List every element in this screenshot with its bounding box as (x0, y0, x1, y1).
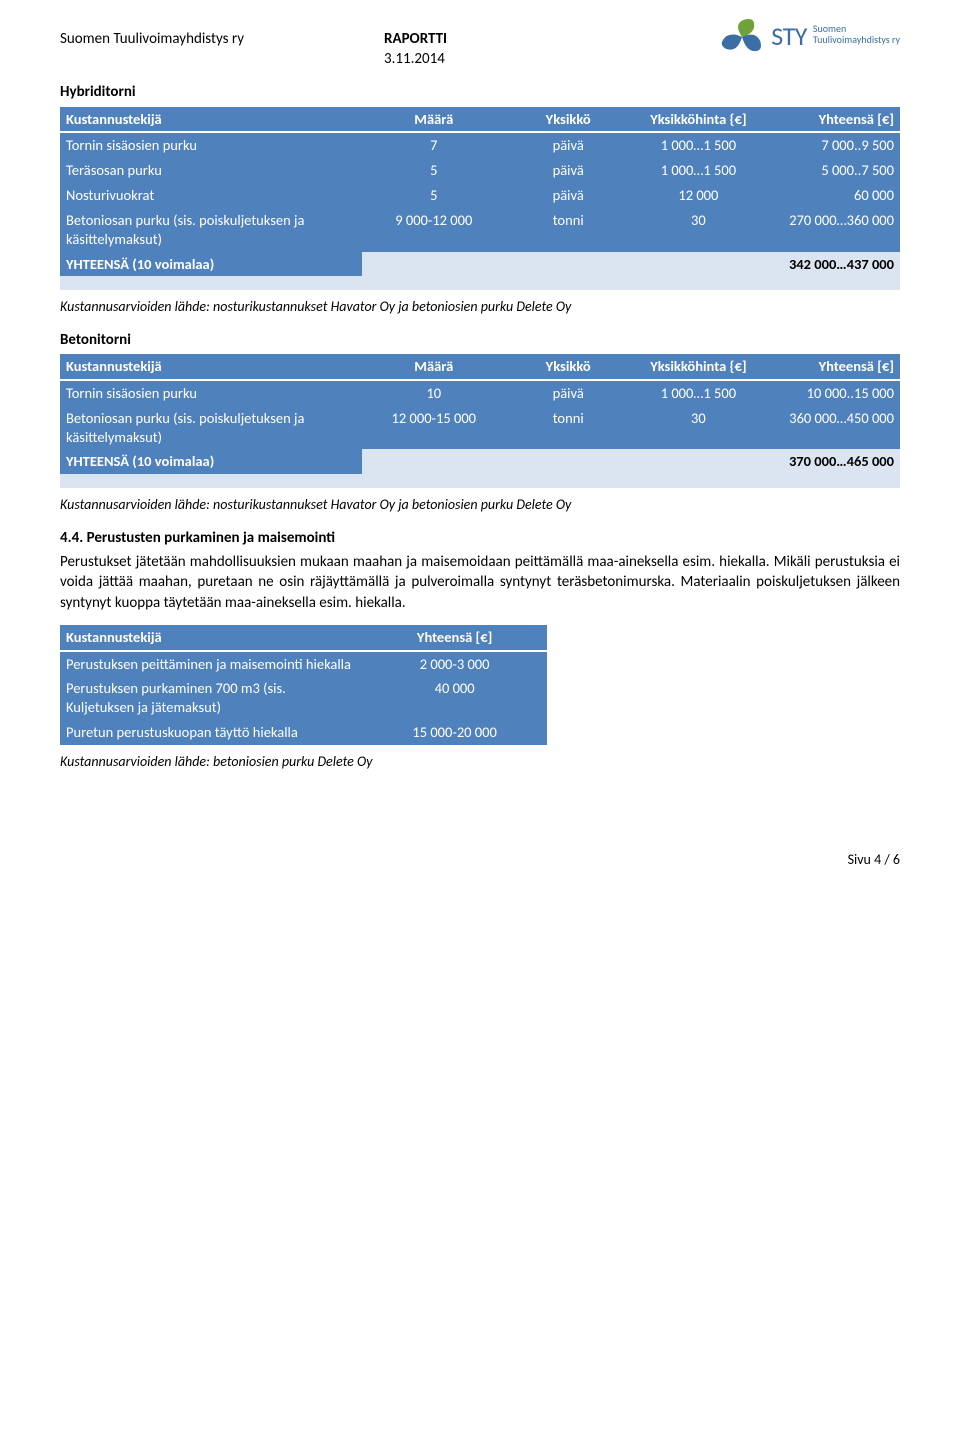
cell-unit: päivä (505, 380, 631, 406)
table-row: Tornin sisäosien purku 10 päivä 1 000…1 … (60, 380, 900, 406)
logo-swirl-icon (719, 14, 765, 60)
logo-text: STY Suomen Tuulivoimayhdistys ry (771, 20, 900, 54)
logo-sub-text: Suomen Tuulivoimayhdistys ry (813, 24, 900, 45)
table-row: Teräsosan purku 5 päivä 1 000…1 500 5 00… (60, 158, 900, 183)
total-row: YHTEENSÄ (10 voimalaa) 342 000…437 000 (60, 252, 900, 277)
cell-amount: 5 (362, 158, 505, 183)
cell-unit: tonni (505, 208, 631, 252)
hybriditorni-source: Kustannusarvioiden lähde: nosturikustann… (60, 298, 900, 316)
cell-uprice: 30 (631, 406, 765, 450)
report-title: RAPORTTI (384, 30, 447, 50)
hybriditorni-table: Kustannustekijä Määrä Yksikkö Yksikköhin… (60, 107, 900, 291)
cell-label: Betoniosan purku (sis. poiskuljetuksen j… (60, 208, 362, 252)
cell-total: 5 000..7 500 (766, 158, 900, 183)
cell-total: 10 000..15 000 (766, 380, 900, 406)
org-name: Suomen Tuulivoimayhdistys ry (60, 30, 244, 69)
hybriditorni-title: Hybriditorni (60, 83, 900, 103)
betonitorni-source: Kustannusarvioiden lähde: nosturikustann… (60, 496, 900, 514)
report-date: 3.11.2014 (384, 50, 447, 70)
col-header-amount: Määrä (362, 354, 505, 380)
col-header-total: Yhteensä [€] (362, 625, 547, 651)
cell-uprice: 1 000…1 500 (631, 132, 765, 158)
table-row: Betoniosan purku (sis. poiskuljetuksen j… (60, 406, 900, 450)
cell-label: Tornin sisäosien purku (60, 380, 362, 406)
table-row: Puretun perustuskuopan täyttö hiekalla 1… (60, 720, 547, 745)
cell-amount: 5 (362, 183, 505, 208)
cell-total: 7 000..9 500 (766, 132, 900, 158)
col-header-label: Kustannustekijä (60, 625, 362, 651)
logo: STY Suomen Tuulivoimayhdistys ry (719, 14, 900, 60)
betonitorni-table: Kustannustekijä Määrä Yksikkö Yksikköhin… (60, 354, 900, 488)
logo-sub-line2: Tuulivoimayhdistys ry (813, 35, 900, 46)
section-44-heading: 4.4. Perustusten purkaminen ja maisemoin… (60, 529, 900, 549)
col-header-label: Kustannustekijä (60, 107, 362, 133)
total-value: 370 000…465 000 (766, 449, 900, 474)
cell-unit: päivä (505, 132, 631, 158)
col-header-label: Kustannustekijä (60, 354, 362, 380)
cell-uprice: 1 000…1 500 (631, 380, 765, 406)
cell-amount: 7 (362, 132, 505, 158)
page-header: Suomen Tuulivoimayhdistys ry RAPORTTI 3.… (60, 30, 900, 69)
spacer-row (60, 474, 900, 488)
table-row: Perustuksen peittäminen ja maisemointi h… (60, 651, 547, 677)
spacer-row (60, 276, 900, 290)
report-block: RAPORTTI 3.11.2014 (384, 30, 447, 69)
cell-uprice: 1 000…1 500 (631, 158, 765, 183)
section-44-source: Kustannusarvioiden lähde: betoniosien pu… (60, 753, 900, 771)
cell-label: Perustuksen peittäminen ja maisemointi h… (60, 651, 362, 677)
section-44-body: Perustukset jätetään mahdollisuuksien mu… (60, 552, 900, 613)
page-footer: Sivu 4 / 6 (60, 851, 900, 869)
cell-label: Tornin sisäosien purku (60, 132, 362, 158)
cell-total: 15 000-20 000 (362, 720, 547, 745)
col-header-unit: Yksikkö (505, 107, 631, 133)
cell-total: 2 000-3 000 (362, 651, 547, 677)
cell-total: 360 000…450 000 (766, 406, 900, 450)
cell-label: Betoniosan purku (sis. poiskuljetuksen j… (60, 406, 362, 450)
total-label: YHTEENSÄ (10 voimalaa) (60, 449, 362, 474)
table-row: Nosturivuokrat 5 päivä 12 000 60 000 (60, 183, 900, 208)
cell-amount: 12 000-15 000 (362, 406, 505, 450)
cell-amount: 9 000-12 000 (362, 208, 505, 252)
cell-label: Perustuksen purkaminen 700 m3 (sis. Kulj… (60, 676, 362, 720)
total-value: 342 000…437 000 (766, 252, 900, 277)
col-header-total: Yhteensä [€] (766, 354, 900, 380)
cell-label: Nosturivuokrat (60, 183, 362, 208)
cell-total: 270 000…360 000 (766, 208, 900, 252)
header-left: Suomen Tuulivoimayhdistys ry RAPORTTI 3.… (60, 30, 447, 69)
cell-unit: tonni (505, 406, 631, 450)
cell-total: 60 000 (766, 183, 900, 208)
logo-main-text: STY (771, 20, 807, 54)
table-row: Tornin sisäosien purku 7 päivä 1 000…1 5… (60, 132, 900, 158)
betonitorni-title: Betonitorni (60, 331, 900, 351)
table-row: Betoniosan purku (sis. poiskuljetuksen j… (60, 208, 900, 252)
cell-label: Puretun perustuskuopan täyttö hiekalla (60, 720, 362, 745)
cell-total: 40 000 (362, 676, 547, 720)
cell-unit: päivä (505, 158, 631, 183)
col-header-unit: Yksikkö (505, 354, 631, 380)
total-label: YHTEENSÄ (10 voimalaa) (60, 252, 362, 277)
table-row: Perustuksen purkaminen 700 m3 (sis. Kulj… (60, 676, 547, 720)
section-44-table: Kustannustekijä Yhteensä [€] Perustuksen… (60, 625, 547, 745)
col-header-unit-price: Yksikköhinta {€] (631, 354, 765, 380)
col-header-amount: Määrä (362, 107, 505, 133)
cell-amount: 10 (362, 380, 505, 406)
total-row: YHTEENSÄ (10 voimalaa) 370 000…465 000 (60, 449, 900, 474)
col-header-total: Yhteensä [€] (766, 107, 900, 133)
cell-uprice: 30 (631, 208, 765, 252)
cell-unit: päivä (505, 183, 631, 208)
cell-label: Teräsosan purku (60, 158, 362, 183)
cell-uprice: 12 000 (631, 183, 765, 208)
col-header-unit-price: Yksikköhinta {€] (631, 107, 765, 133)
